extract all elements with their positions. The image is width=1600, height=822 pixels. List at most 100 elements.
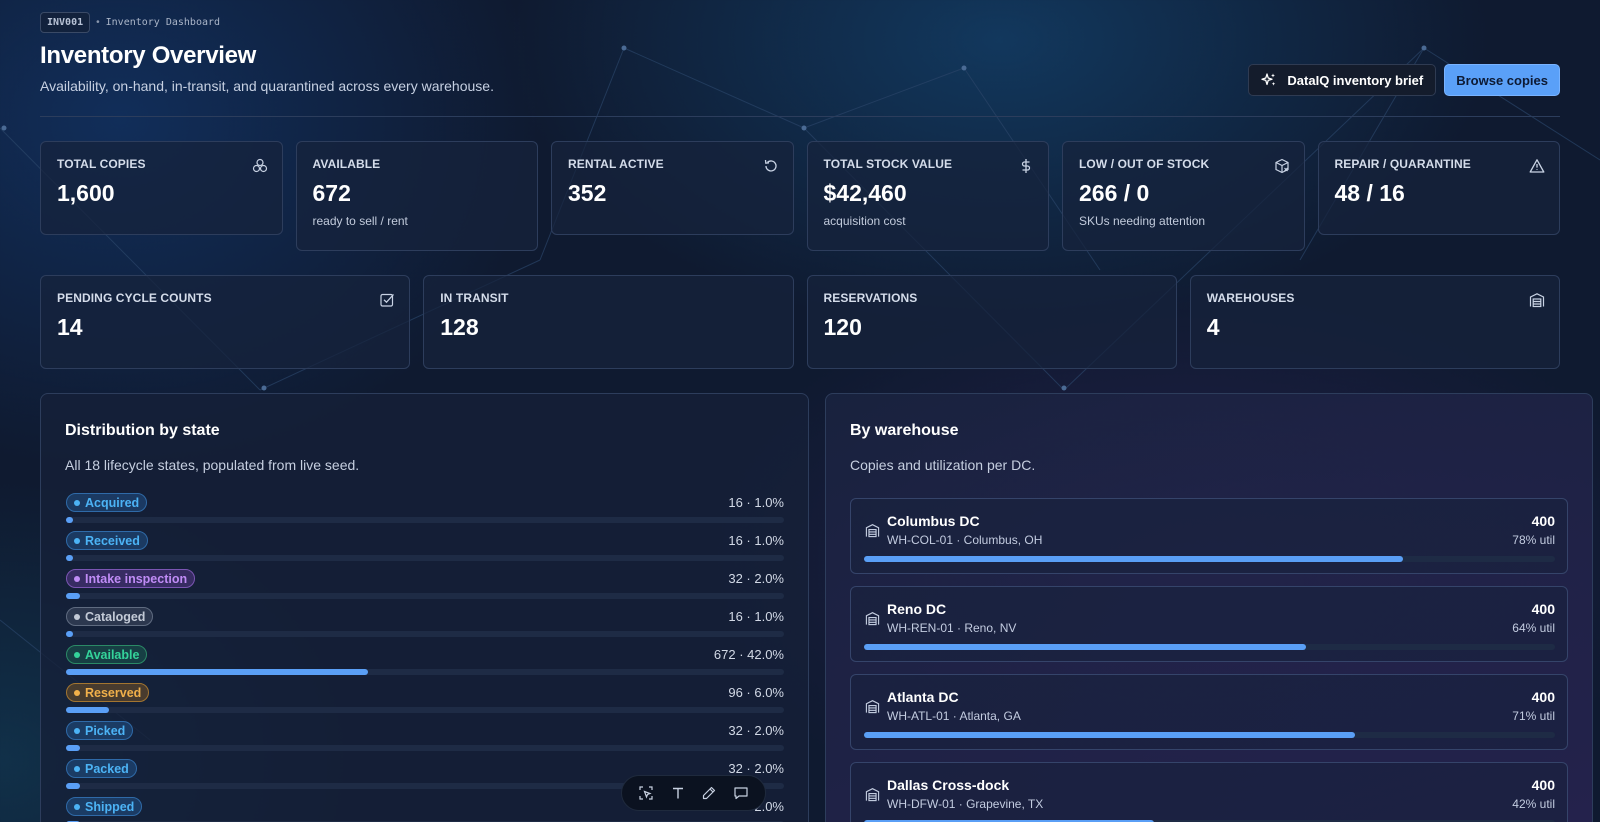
state-row[interactable]: Cataloged 16 · 1.0% xyxy=(65,607,784,645)
warehouse-panel: By warehouse Copies and utilization per … xyxy=(825,393,1593,822)
stat-card-total-copies[interactable]: TOTAL COPIES 1,600 xyxy=(40,141,283,235)
stat-label: RESERVATIONS xyxy=(823,291,918,305)
warehouse-meta: WH-REN-01 · Reno, NV xyxy=(887,621,1017,635)
stat-note: acquisition cost xyxy=(823,214,906,228)
stat-card-available[interactable]: AVAILABLE 672 ready to sell / rent xyxy=(295,141,538,251)
state-dot xyxy=(74,537,80,544)
state-bar-track xyxy=(66,593,784,599)
warehouse-icon xyxy=(865,700,880,714)
stat-card-total-stock-value[interactable]: TOTAL STOCK VALUE $42,460 acquisition co… xyxy=(806,141,1049,251)
state-value: 32 · 2.0% xyxy=(728,571,784,586)
stat-card-pending-cycle-counts[interactable]: PENDING CYCLE COUNTS 14 xyxy=(40,275,411,369)
dataiq-brief-button[interactable]: DataIQ inventory brief xyxy=(1248,64,1437,96)
stat-value: 4 xyxy=(1206,314,1220,340)
comment-icon xyxy=(734,787,748,800)
state-pill: Shipped xyxy=(66,797,143,816)
state-bar-fill xyxy=(66,669,368,675)
warehouse-util-fill xyxy=(864,820,1155,822)
state-value: 32 · 2.0% xyxy=(728,761,784,776)
state-bar-fill xyxy=(66,555,74,561)
state-value: 16 · 1.0% xyxy=(728,609,784,624)
warehouse-util-fill xyxy=(864,732,1355,738)
warehouse-util: 71% util xyxy=(1512,709,1555,723)
state-name: Shipped xyxy=(85,799,135,814)
warehouse-count: 400 xyxy=(1531,601,1555,617)
header-divider xyxy=(40,116,1560,117)
rotate-icon xyxy=(764,159,777,172)
state-row[interactable]: Packed 32 · 2.0% xyxy=(65,759,784,797)
state-pill: Packed xyxy=(66,759,137,778)
warehouse-name: Atlanta DC xyxy=(887,689,959,705)
warehouse-util-track xyxy=(864,820,1555,822)
state-pill: Acquired xyxy=(66,493,148,512)
stat-card-warehouses[interactable]: WAREHOUSES 4 xyxy=(1189,275,1560,369)
state-bar-fill xyxy=(66,745,81,751)
warehouse-name: Columbus DC xyxy=(887,513,980,529)
breadcrumb-page[interactable]: Inventory Dashboard xyxy=(105,17,221,28)
pen-tool-button[interactable] xyxy=(700,784,718,802)
state-value: 32 · 2.0% xyxy=(728,723,784,738)
state-bar-fill xyxy=(66,593,81,599)
state-row[interactable]: Intake inspection 32 · 2.0% xyxy=(65,569,784,607)
warehouse-icon xyxy=(865,524,880,538)
breadcrumb-separator: • xyxy=(96,17,100,28)
warehouse-card[interactable]: Dallas Cross-dock WH-DFW-01 · Grapevine, … xyxy=(850,762,1568,822)
state-pill: Available xyxy=(66,645,148,664)
stat-value: 1,600 xyxy=(57,180,115,206)
state-bar-track xyxy=(66,707,784,713)
stat-label: RENTAL ACTIVE xyxy=(568,157,664,171)
text-icon xyxy=(672,787,683,799)
state-row[interactable]: Reserved 96 · 6.0% xyxy=(65,683,784,721)
warehouse-card[interactable]: Columbus DC WH-COL-01 · Columbus, OH 400 78… xyxy=(850,498,1568,574)
state-pill: Picked xyxy=(66,721,134,740)
state-name: Cataloged xyxy=(85,609,146,624)
warehouse-count: 400 xyxy=(1531,513,1555,529)
state-pill: Received xyxy=(66,531,148,550)
state-name: Received xyxy=(85,533,140,548)
state-pill: Cataloged xyxy=(66,607,154,626)
state-bar-track xyxy=(66,783,784,789)
text-tool-button[interactable] xyxy=(669,784,687,802)
page-code-badge: INV001 xyxy=(40,12,91,33)
stat-label: AVAILABLE xyxy=(312,157,381,171)
select-tool-button[interactable] xyxy=(637,784,655,802)
warehouse-util-track xyxy=(864,556,1555,562)
state-value: 16 · 1.0% xyxy=(728,533,784,548)
stat-card-low-out-of-stock[interactable]: LOW / OUT OF STOCK 266 / 0 SKUs needing … xyxy=(1062,141,1305,251)
header-actions: DataIQ inventory brief Browse copies xyxy=(1248,64,1560,96)
state-row[interactable]: Received 16 · 1.0% xyxy=(65,531,784,569)
stat-value: 120 xyxy=(823,314,862,340)
stat-value: 14 xyxy=(57,314,83,340)
state-name: Packed xyxy=(85,761,129,776)
warehouse-icon xyxy=(1529,293,1545,308)
state-list: Acquired 16 · 1.0% Received 16 · 1.0% Intake… xyxy=(65,493,784,822)
stat-card-rental-active[interactable]: RENTAL ACTIVE 352 xyxy=(551,141,794,235)
breadcrumb: INV001 • Inventory Dashboard xyxy=(40,12,220,33)
state-dot xyxy=(74,689,80,696)
stat-label: REPAIR / QUARANTINE xyxy=(1334,157,1471,171)
stat-value: 266 / 0 xyxy=(1079,180,1150,206)
browse-copies-button[interactable]: Browse copies xyxy=(1444,64,1560,96)
stat-note: ready to sell / rent xyxy=(312,214,408,228)
annotation-toolbar xyxy=(621,775,766,811)
state-bar-track xyxy=(66,555,784,561)
warehouse-util-track xyxy=(864,732,1555,738)
state-row[interactable]: Acquired 16 · 1.0% xyxy=(65,493,784,531)
warehouse-count: 400 xyxy=(1531,777,1555,793)
comment-tool-button[interactable] xyxy=(732,784,750,802)
state-dot xyxy=(74,765,80,772)
stats-row-secondary: PENDING CYCLE COUNTS 14 IN TRANSIT 128 R… xyxy=(40,275,1560,369)
stat-card-reservations[interactable]: RESERVATIONS 120 xyxy=(806,275,1177,369)
stat-card-repair-quarantine[interactable]: REPAIR / QUARANTINE 48 / 16 xyxy=(1317,141,1560,235)
warehouse-util-fill xyxy=(864,556,1403,562)
state-row[interactable]: Picked 32 · 2.0% xyxy=(65,721,784,759)
state-row[interactable]: Available 672 · 42.0% xyxy=(65,645,784,683)
sparkles-icon xyxy=(1261,73,1276,86)
state-bar-track xyxy=(66,517,784,523)
state-name: Reserved xyxy=(85,685,142,700)
warehouse-card[interactable]: Reno DC WH-REN-01 · Reno, NV 400 64% util xyxy=(850,586,1568,662)
state-bar-fill xyxy=(66,783,81,789)
stat-card-in-transit[interactable]: IN TRANSIT 128 xyxy=(423,275,794,369)
warehouse-util: 42% util xyxy=(1512,797,1555,811)
warehouse-card[interactable]: Atlanta DC WH-ATL-01 · Atlanta, GA 400 71% … xyxy=(850,674,1568,750)
